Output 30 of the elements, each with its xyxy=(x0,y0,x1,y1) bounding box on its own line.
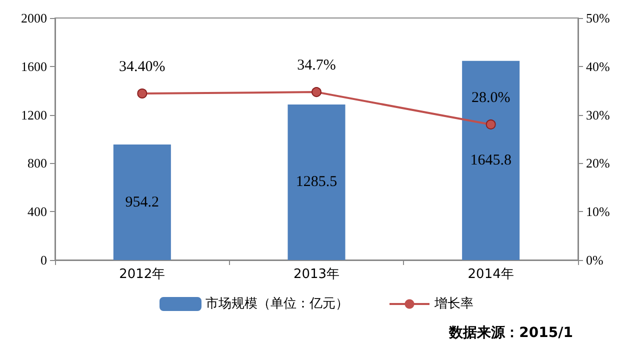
point xyxy=(486,119,496,130)
y2-tick-label: 0% xyxy=(586,252,604,268)
data-label: 28.0% xyxy=(471,90,510,106)
y-tick-label: 2000 xyxy=(21,10,47,26)
y-tick-label: 1600 xyxy=(21,58,47,74)
x-tick-label: 2013年 xyxy=(293,267,340,282)
point xyxy=(312,87,322,98)
legend-label: 增长率 xyxy=(434,296,474,312)
legend-label: 市场规模（单位：亿元） xyxy=(206,296,348,312)
data-label: 34.40% xyxy=(119,59,166,76)
y2-tick-label: 10% xyxy=(586,204,610,220)
bar xyxy=(288,104,346,260)
data-label: 34.7% xyxy=(297,58,336,74)
source-note: 数据来源：2015/1 xyxy=(448,325,574,341)
y-tick-label: 800 xyxy=(28,156,47,171)
y2-tick-label: 20% xyxy=(586,156,610,171)
x-tick-label: 2012年 xyxy=(119,267,166,282)
bar xyxy=(113,144,171,260)
y-tick-label: 0 xyxy=(40,252,47,268)
data-label: 1645.8 xyxy=(470,152,512,168)
x-tick-label: 2014年 xyxy=(468,267,514,282)
data-label: 954.2 xyxy=(125,194,160,210)
y-tick-label: 400 xyxy=(28,204,47,220)
point xyxy=(137,88,148,98)
data-label: 1285.5 xyxy=(296,174,338,190)
y-tick-label: 1200 xyxy=(21,107,47,122)
y2-tick-label: 40% xyxy=(586,58,610,74)
y2-tick-label: 30% xyxy=(586,107,610,122)
bar xyxy=(462,60,520,260)
y2-tick-label: 50% xyxy=(586,10,610,26)
